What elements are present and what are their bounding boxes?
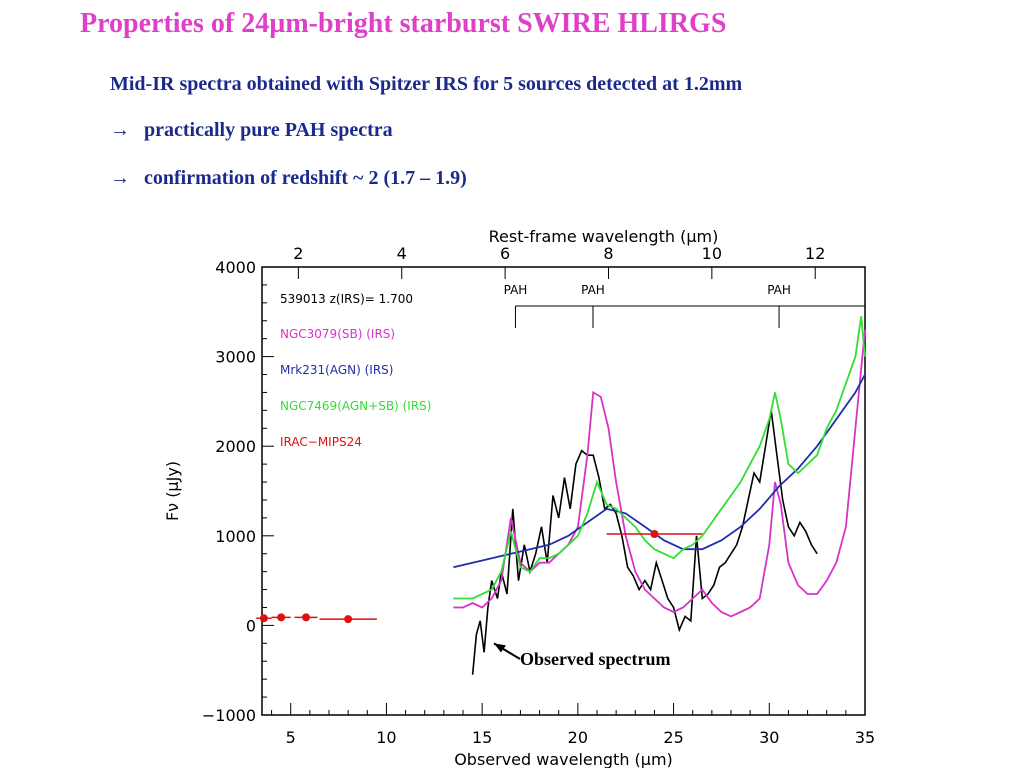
annotation-arrowhead <box>493 643 506 653</box>
photometry-point <box>277 613 286 622</box>
x-tick-label: 15 <box>472 728 492 747</box>
x-tick-label: 20 <box>568 728 588 747</box>
series-observed <box>471 410 818 675</box>
photometry-point <box>344 615 353 624</box>
legend-entry: NGC7469(AGN+SB) (IRS) <box>280 399 431 413</box>
x-tick-label: 25 <box>663 728 683 747</box>
photometry-point <box>302 613 311 622</box>
photometry-point <box>259 614 268 623</box>
series-sb <box>453 329 866 618</box>
legend-title: 539013 z(IRS)= 1.700 <box>280 292 413 306</box>
bullet-line-2: → practically pure PAH spectra <box>110 119 393 142</box>
pah-label: PAH <box>504 283 528 297</box>
annotation-label: Observed spectrum <box>520 649 670 669</box>
pah-label: PAH <box>767 283 791 297</box>
series-agnsb <box>453 316 866 600</box>
pah-label: PAH <box>581 283 605 297</box>
x-tick-label: 5 <box>286 728 296 747</box>
bullet-line-3-text: confirmation of redshift ~ 2 (1.7 – 1.9) <box>144 167 467 189</box>
top-tick-label: 2 <box>293 244 303 263</box>
slide-title: Properties of 24µm-bright starburst SWIR… <box>80 8 727 39</box>
bullet-line-2-text: practically pure PAH spectra <box>144 119 393 141</box>
x-tick-label: 10 <box>376 728 396 747</box>
x-axis-label: Observed wavelength (µm) <box>454 750 673 768</box>
top-tick-label: 12 <box>805 244 825 263</box>
plot-frame <box>261 266 866 716</box>
y-tick-label: 0 <box>246 616 256 635</box>
y-axis-label: Fν (µJy) <box>163 461 182 521</box>
top-tick-label: 10 <box>702 244 722 263</box>
photometry-point <box>650 530 659 539</box>
x-tick-label: 30 <box>759 728 779 747</box>
top-tick-label: 8 <box>603 244 613 263</box>
y-tick-label: 2000 <box>215 437 256 456</box>
arrow-icon: → <box>110 167 130 189</box>
bullet-line-3: → confirmation of redshift ~ 2 (1.7 – 1.9… <box>110 167 467 190</box>
top-tick-label: 4 <box>397 244 407 263</box>
arrow-icon: → <box>110 119 130 141</box>
y-tick-label: 4000 <box>215 258 256 277</box>
top-tick-label: 6 <box>500 244 510 263</box>
x-tick-label: 35 <box>855 728 875 747</box>
top-axis-label: Rest-frame wavelength (µm) <box>489 227 719 246</box>
y-tick-label: −1000 <box>202 706 256 725</box>
bullet-line-1: Mid-IR spectra obtained with Spitzer IRS… <box>110 73 743 95</box>
y-tick-label: 3000 <box>215 348 256 367</box>
legend-entry: Mrk231(AGN) (IRS) <box>280 363 393 377</box>
series-agn <box>453 374 866 569</box>
legend-entry: IRAC−MIPS24 <box>280 435 362 449</box>
y-tick-label: 1000 <box>215 527 256 546</box>
legend-entry: NGC3079(SB) (IRS) <box>280 327 395 341</box>
